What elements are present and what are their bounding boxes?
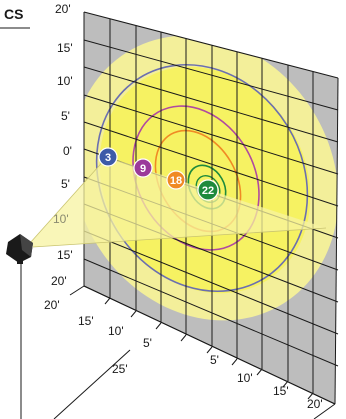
footcandle-badge-9: 9 (133, 158, 153, 178)
floor-right-15: 15' (273, 384, 289, 398)
badge-value-18: 18 (170, 175, 182, 187)
floor-right-20: 20' (307, 397, 323, 411)
wall-label-15-top: 15' (57, 41, 73, 55)
wall-label-20-bottom: 20' (51, 274, 67, 288)
footcandle-badge-18: 18 (166, 170, 186, 190)
distance-label: 25' (112, 362, 128, 376)
badge-value-3: 3 (105, 152, 111, 164)
floor-ticks (104, 297, 314, 400)
floor-right-10: 10' (237, 371, 253, 385)
floor-left-5: 5' (143, 336, 152, 350)
floor-grid (53, 285, 336, 419)
wall-label-5-bottom: 5' (61, 177, 70, 191)
floor-right-labels: 5' 10' 15' 20' (210, 353, 323, 411)
light-fixture-icon (6, 234, 33, 264)
badge-value-9: 9 (140, 163, 146, 175)
heading-fragment: CS (4, 6, 23, 22)
wall-label-0: 0' (63, 144, 72, 158)
wall-label-5-top: 5' (61, 109, 70, 123)
floor-left-15: 15' (78, 314, 94, 328)
floor-right-5: 5' (210, 353, 219, 367)
badge-value-22: 22 (202, 185, 214, 197)
wall-label-10-bottom: 10' (53, 212, 69, 226)
wall-label-10-top: 10' (57, 74, 73, 88)
wall-label-15-bottom: 15' (57, 248, 73, 262)
light-beam (30, 157, 326, 247)
wall-axis-labels: 20' 15' 10' 5' 0' 5' 10' 15' 20' (51, 2, 73, 288)
floor-left-labels: 20' 15' 10' 5' (44, 298, 152, 350)
beam-edge-top (29, 156, 108, 244)
floor-left-10: 10' (108, 324, 124, 338)
footcandle-badge-3: 3 (98, 147, 118, 167)
wall-label-20-top: 20' (55, 2, 71, 16)
footcandle-badge-22: 22 (197, 179, 219, 201)
floor-left-20: 20' (44, 298, 60, 312)
beam-edge-bottom (32, 227, 327, 248)
